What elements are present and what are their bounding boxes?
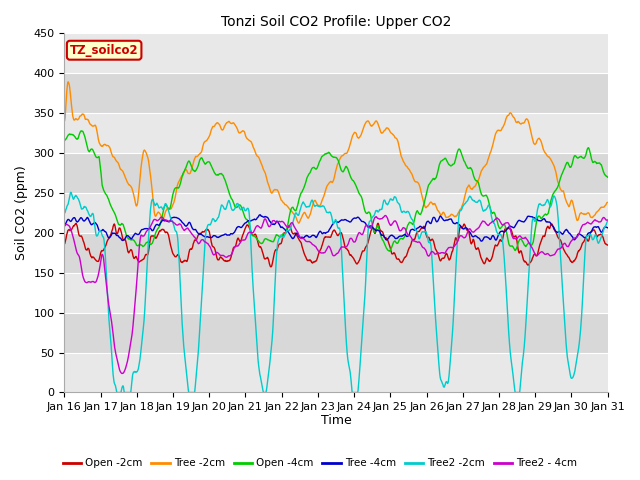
Legend: Open -2cm, Tree -2cm, Open -4cm, Tree -4cm, Tree2 -2cm, Tree2 - 4cm: Open -2cm, Tree -2cm, Open -4cm, Tree -4… (58, 454, 582, 472)
Title: Tonzi Soil CO2 Profile: Upper CO2: Tonzi Soil CO2 Profile: Upper CO2 (221, 15, 451, 29)
Y-axis label: Soil CO2 (ppm): Soil CO2 (ppm) (15, 165, 28, 260)
Bar (65, 113, 607, 153)
Bar (65, 153, 607, 193)
Bar (65, 273, 607, 312)
Bar (65, 233, 607, 273)
Text: TZ_soilco2: TZ_soilco2 (70, 44, 138, 57)
Bar (65, 73, 607, 113)
Bar (65, 312, 607, 352)
Bar (65, 352, 607, 393)
Bar (65, 193, 607, 233)
X-axis label: Time: Time (321, 414, 351, 427)
Bar (65, 33, 607, 73)
